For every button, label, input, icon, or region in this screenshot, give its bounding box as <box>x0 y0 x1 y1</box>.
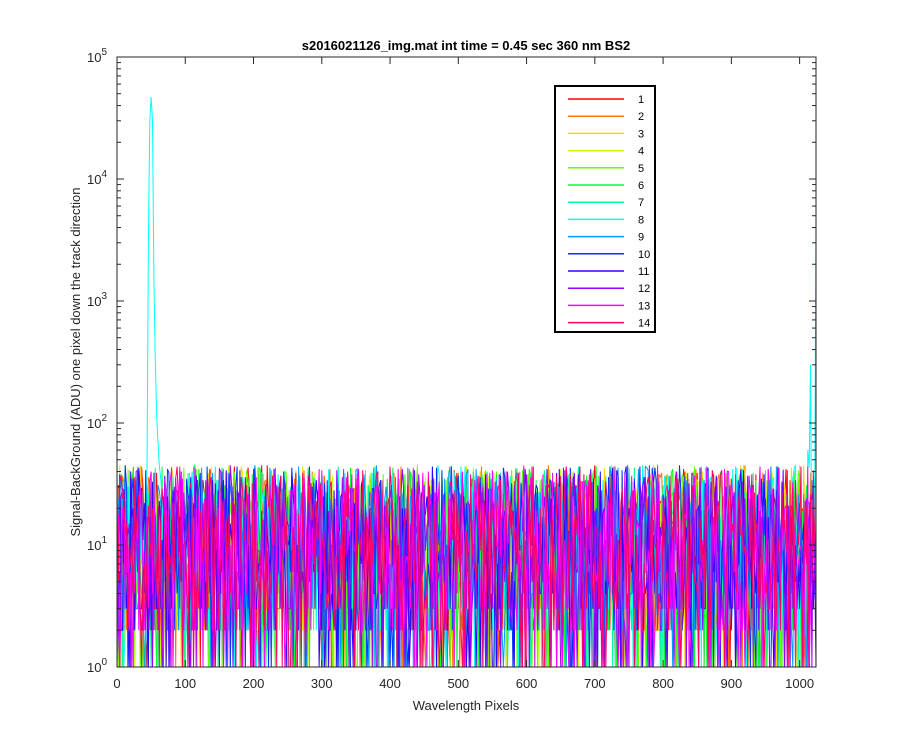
plot-frame <box>116 56 817 668</box>
legend-box <box>554 85 656 333</box>
y-tick-exponent: 4 <box>101 169 107 180</box>
y-tick-label: 104 <box>87 169 107 187</box>
legend-label: 6 <box>638 180 644 192</box>
legend-label: 9 <box>638 232 644 244</box>
legend-item: 1 <box>568 94 644 106</box>
legend-label: 8 <box>638 214 644 226</box>
y-tick-label: 102 <box>87 413 107 431</box>
legend-item: 4 <box>568 146 644 158</box>
legend-label: 7 <box>638 197 644 209</box>
legend-item: 9 <box>568 232 644 244</box>
x-tick-label: 500 <box>447 676 469 691</box>
x-tick-label: 200 <box>243 676 265 691</box>
y-tick-base: 10 <box>87 660 101 675</box>
legend-item: 7 <box>568 197 644 209</box>
legend-item: 5 <box>568 163 644 175</box>
legend-label: 14 <box>638 318 650 330</box>
legend-item: 10 <box>568 249 650 261</box>
x-tick-label: 900 <box>721 676 743 691</box>
legend-item: 6 <box>568 180 644 192</box>
x-tick-label: 400 <box>379 676 401 691</box>
y-tick-exponent: 1 <box>101 535 107 546</box>
plot-area <box>117 96 816 667</box>
series-line-14 <box>117 465 816 667</box>
legend-item: 2 <box>568 111 644 123</box>
x-axis-ticks: 0 100 200 300 400 500 600 700 800 900 1000 <box>113 57 814 691</box>
legend-item: 11 <box>568 266 649 278</box>
x-tick-label: 0 <box>113 676 120 691</box>
y-axis-label: Signal-BackGround (ADU) one pixel down t… <box>68 187 83 536</box>
y-tick-exponent: 2 <box>101 413 107 424</box>
legend-item: 14 <box>568 318 650 330</box>
legend-item: 3 <box>568 128 644 140</box>
legend-label: 10 <box>638 249 650 261</box>
legend-item: 8 <box>568 214 644 226</box>
y-tick-base: 10 <box>87 294 101 309</box>
legend-label: 12 <box>638 283 650 295</box>
x-tick-label: 300 <box>311 676 333 691</box>
y-tick-base: 10 <box>87 50 101 65</box>
y-tick-exponent: 5 <box>101 47 107 58</box>
y-tick-label: 103 <box>87 291 107 309</box>
legend-label: 13 <box>638 300 650 312</box>
legend-label: 2 <box>638 111 644 123</box>
y-tick-base: 10 <box>87 416 101 431</box>
y-tick-label: 101 <box>87 535 107 553</box>
legend-label: 11 <box>638 266 649 278</box>
x-axis-label: Wavelength Pixels <box>413 698 520 713</box>
legend-label: 5 <box>638 163 644 175</box>
legend-item: 13 <box>568 300 650 312</box>
y-tick-base: 10 <box>87 172 101 187</box>
y-tick-exponent: 3 <box>101 291 107 302</box>
legend-item: 12 <box>568 283 650 295</box>
y-tick-label: 100 <box>87 657 107 675</box>
x-tick-label: 800 <box>652 676 674 691</box>
legend-label: 1 <box>638 94 644 106</box>
y-tick-label: 105 <box>87 47 107 65</box>
y-tick-exponent: 0 <box>101 657 107 668</box>
series-group <box>117 96 816 667</box>
legend-label: 4 <box>638 146 644 158</box>
x-tick-label: 100 <box>174 676 196 691</box>
legend-label: 3 <box>638 128 644 140</box>
x-tick-label: 600 <box>516 676 538 691</box>
y-tick-base: 10 <box>87 538 101 553</box>
x-tick-label: 1000 <box>785 676 814 691</box>
chart-title: s2016021126_img.mat int time = 0.45 sec … <box>302 38 630 53</box>
x-tick-label: 700 <box>584 676 606 691</box>
